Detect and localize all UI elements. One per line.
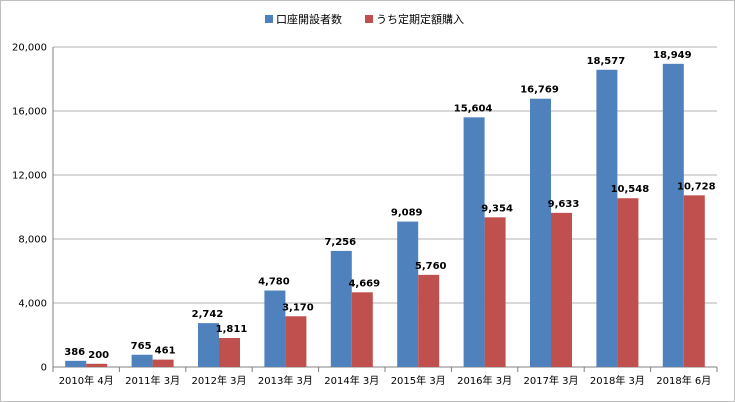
bar-accounts (662, 63, 684, 367)
x-tick-label: 2012年 3月 (192, 374, 247, 387)
legend-label-regular-purchase: うち定期定額購入 (376, 12, 464, 26)
bar-accounts (330, 250, 352, 367)
y-tick-label: 0 (41, 363, 47, 374)
x-tick-label: 2017年 3月 (524, 374, 579, 387)
data-label: 9,633 (548, 199, 580, 210)
legend-swatch-accounts (265, 15, 273, 23)
x-tick-label: 2011年 3月 (125, 374, 180, 387)
data-label: 16,769 (520, 85, 559, 96)
x-tick-label: 2010年 4月 (59, 374, 114, 387)
data-label: 9,089 (391, 208, 423, 219)
data-label: 5,760 (415, 261, 447, 272)
bar-regular-purchase (683, 195, 705, 367)
bar-regular-purchase (484, 217, 506, 367)
data-label: 765 (131, 341, 152, 352)
x-tick-label: 2018年 3月 (590, 374, 645, 387)
data-label: 10,728 (677, 181, 716, 192)
data-label: 1,811 (216, 324, 248, 335)
y-tick-label: 20,000 (12, 43, 47, 54)
data-label: 4,780 (258, 277, 290, 288)
data-label: 7,256 (324, 237, 356, 248)
data-label: 18,949 (653, 50, 692, 61)
bar-accounts (131, 354, 153, 367)
x-tick-label: 2018年 6月 (656, 374, 711, 387)
data-label: 4,669 (348, 278, 380, 289)
data-label: 2,742 (192, 309, 224, 320)
data-label: 10,548 (611, 184, 650, 195)
bar-regular-purchase (351, 292, 373, 367)
y-tick-label: 8,000 (18, 235, 47, 246)
data-label: 15,604 (454, 103, 493, 114)
data-label: 9,354 (481, 203, 513, 214)
x-tick-label: 2013年 3月 (258, 374, 313, 387)
y-tick-label: 4,000 (18, 299, 47, 310)
bar-regular-purchase (86, 363, 108, 367)
bar-accounts (264, 290, 286, 367)
x-tick-label: 2016年 3月 (457, 374, 512, 387)
bar-accounts (463, 117, 485, 367)
y-tick-label: 12,000 (12, 171, 47, 182)
y-tick-label: 16,000 (12, 107, 47, 118)
bar-regular-purchase (617, 198, 639, 367)
bar-accounts (198, 323, 219, 367)
data-label: 461 (155, 346, 176, 357)
bar-regular-purchase (551, 212, 572, 367)
bar-regular-purchase (152, 359, 174, 367)
bar-accounts (530, 98, 551, 368)
bar-regular-purchase (219, 338, 240, 367)
data-label: 200 (88, 350, 109, 361)
bar-accounts (65, 360, 87, 367)
bar-regular-purchase (418, 274, 440, 367)
legend-swatch-regular-purchase (365, 15, 373, 23)
bar-accounts (596, 69, 618, 367)
data-label: 3,170 (282, 302, 314, 313)
x-tick-label: 2014年 3月 (324, 374, 379, 387)
data-label: 386 (64, 347, 85, 358)
bar-accounts (397, 221, 419, 367)
legend-label-accounts: 口座開設者数 (276, 12, 342, 26)
data-label: 18,577 (587, 56, 626, 67)
bar-regular-purchase (285, 316, 307, 367)
x-tick-label: 2015年 3月 (391, 374, 446, 387)
